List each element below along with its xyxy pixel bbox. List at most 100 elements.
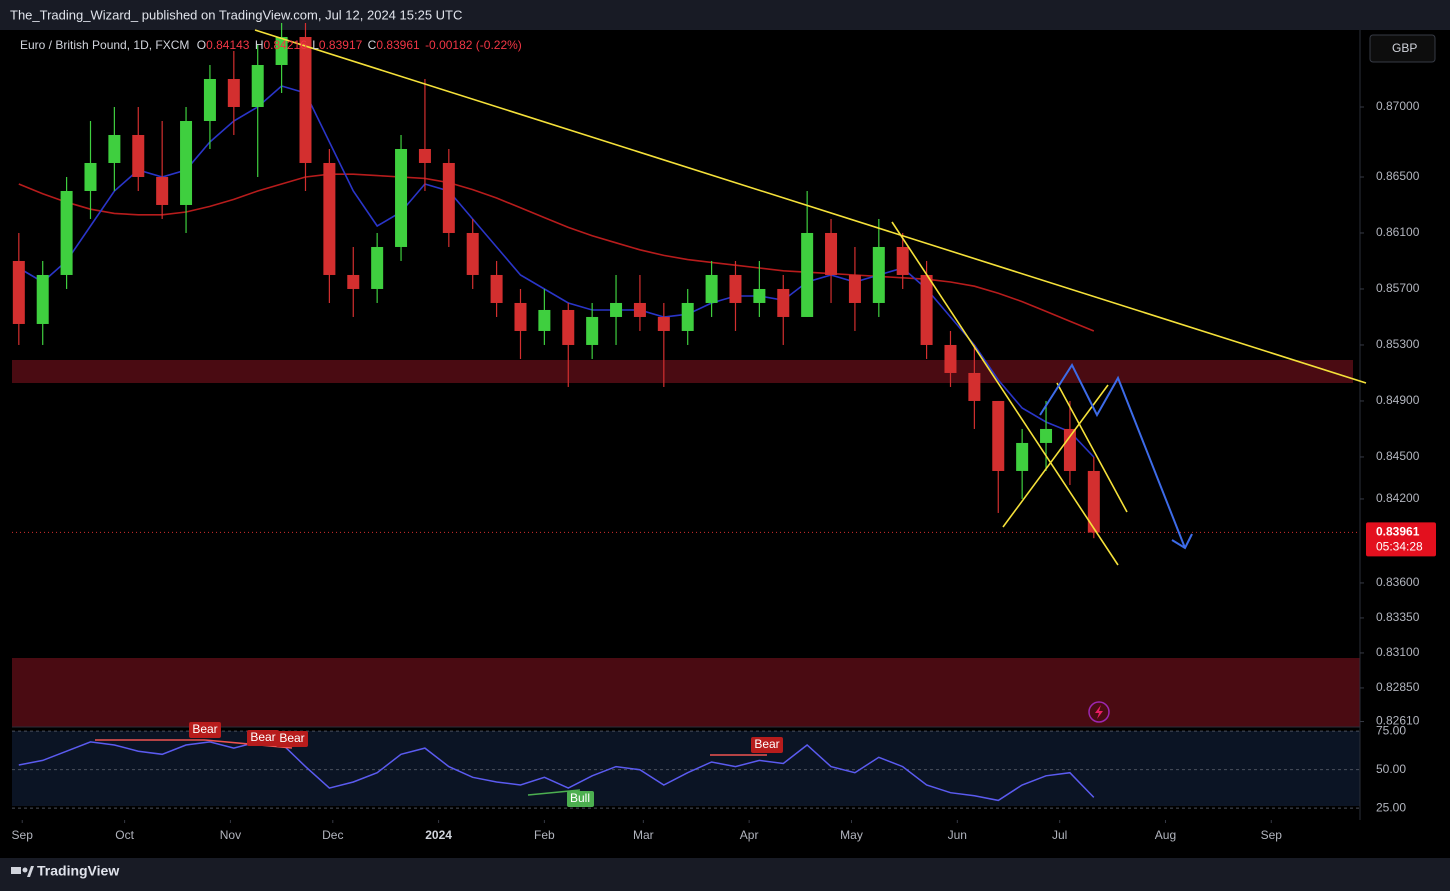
candle-body xyxy=(275,36,288,65)
change-pct: (-0.22%) xyxy=(476,38,522,52)
x-tick-label: Jun xyxy=(948,828,967,842)
candle-body xyxy=(514,302,527,331)
label-box xyxy=(567,791,594,807)
arrow-head xyxy=(1171,533,1193,550)
alert-icon[interactable] xyxy=(1088,701,1110,723)
candle-body xyxy=(705,274,718,303)
candle-body xyxy=(227,78,240,107)
x-tick-label: Mar xyxy=(633,828,654,842)
currency[interactable]: GBP xyxy=(1392,41,1417,55)
candle-body xyxy=(657,316,670,331)
candle-body xyxy=(801,232,814,317)
candle-body xyxy=(299,36,312,163)
x-tick-label: Jul xyxy=(1052,828,1067,842)
candle-body xyxy=(156,176,169,205)
label-box xyxy=(276,731,308,747)
trendline xyxy=(254,29,1367,384)
y-tick-label: 0.82850 xyxy=(1376,680,1420,694)
candle-body xyxy=(586,316,599,345)
rsi-line xyxy=(18,741,1095,802)
candle-body xyxy=(944,344,957,373)
candle-body xyxy=(562,309,575,345)
candle-body xyxy=(1087,470,1100,533)
high: 0.84216 xyxy=(264,38,308,52)
tv-logo xyxy=(11,866,34,877)
divergence-label: Bear xyxy=(250,730,275,744)
divergence-label: Bear xyxy=(192,722,217,736)
candle-body xyxy=(490,274,503,303)
x-tick-label: Sep xyxy=(1261,828,1283,842)
candle-body xyxy=(251,64,264,107)
candle-body xyxy=(84,162,97,191)
candle-body xyxy=(753,288,766,303)
open-label: O xyxy=(197,38,206,52)
x-tick-label: Oct xyxy=(115,828,134,842)
candle-body xyxy=(180,120,193,205)
candle-body xyxy=(729,274,742,303)
candle-body xyxy=(538,309,551,331)
candle-body xyxy=(848,274,861,303)
drawings xyxy=(95,29,1367,796)
moving-average xyxy=(18,85,1095,458)
change: -0.00182 xyxy=(425,38,473,52)
candle-body xyxy=(825,232,838,275)
last-price-box xyxy=(1366,522,1436,557)
candle-body xyxy=(371,246,384,289)
y-tick-label: 0.84900 xyxy=(1376,393,1420,407)
candle-body xyxy=(896,246,909,275)
candle-body xyxy=(132,134,145,177)
legend: Euro / British Pound, 1D, FXCM O0.84143 … xyxy=(20,38,522,52)
countdown: 05:34:28 xyxy=(1376,540,1423,554)
close-label: C xyxy=(368,38,377,52)
label-box xyxy=(189,722,221,738)
low-label: L xyxy=(312,38,319,52)
y-tick-label: 0.86500 xyxy=(1376,169,1420,183)
footer-bar xyxy=(0,858,1450,891)
candle-body xyxy=(203,78,216,121)
projection-path xyxy=(1039,362,1186,549)
candle-body xyxy=(347,274,360,289)
label-box xyxy=(751,737,783,753)
rsi-tick-label: 50.00 xyxy=(1376,762,1406,776)
brand: TradingView xyxy=(37,863,119,879)
x-tick-label: Aug xyxy=(1155,828,1176,842)
resistance-zone xyxy=(12,360,1353,383)
candle-body xyxy=(1016,442,1029,471)
y-tick-label: 0.83350 xyxy=(1376,610,1420,624)
candle-body xyxy=(418,148,431,163)
x-tick-label: 2024 xyxy=(425,828,452,842)
y-tick-label: 0.87000 xyxy=(1376,99,1420,113)
trendline xyxy=(891,221,1119,566)
low: 0.83917 xyxy=(319,38,363,52)
y-tick-label: 0.84200 xyxy=(1376,491,1420,505)
symbol: Euro / British Pound, 1D, FXCM xyxy=(20,38,189,52)
divergence-label: Bull xyxy=(570,791,590,805)
trendline xyxy=(1056,382,1128,513)
candle-body xyxy=(872,246,885,303)
rsi-tick-label: 25.00 xyxy=(1376,800,1406,814)
label-box xyxy=(247,730,279,746)
candle-body xyxy=(992,400,1005,471)
x-tick-label: Feb xyxy=(534,828,555,842)
header-bar xyxy=(0,0,1450,30)
close: 0.83961 xyxy=(376,38,420,52)
candle-body xyxy=(1040,428,1053,443)
y-tick-label: 0.84500 xyxy=(1376,449,1420,463)
x-tick-label: Dec xyxy=(322,828,343,842)
currency-button[interactable] xyxy=(1369,34,1436,63)
y-tick-label: 0.83100 xyxy=(1376,645,1420,659)
candle-body xyxy=(108,134,121,163)
x-tick-label: Nov xyxy=(220,828,241,842)
x-tick-label: May xyxy=(840,828,863,842)
candle-body xyxy=(920,274,933,345)
candle-body xyxy=(36,274,49,324)
y-tick-label: 0.85700 xyxy=(1376,281,1420,295)
candle-body xyxy=(466,232,479,275)
candle-body xyxy=(395,148,408,247)
support-zone xyxy=(12,658,1360,727)
y-tick-label: 0.82610 xyxy=(1376,714,1420,728)
candle-body xyxy=(777,288,790,317)
candle-body xyxy=(60,190,73,275)
candle-body xyxy=(442,162,455,233)
